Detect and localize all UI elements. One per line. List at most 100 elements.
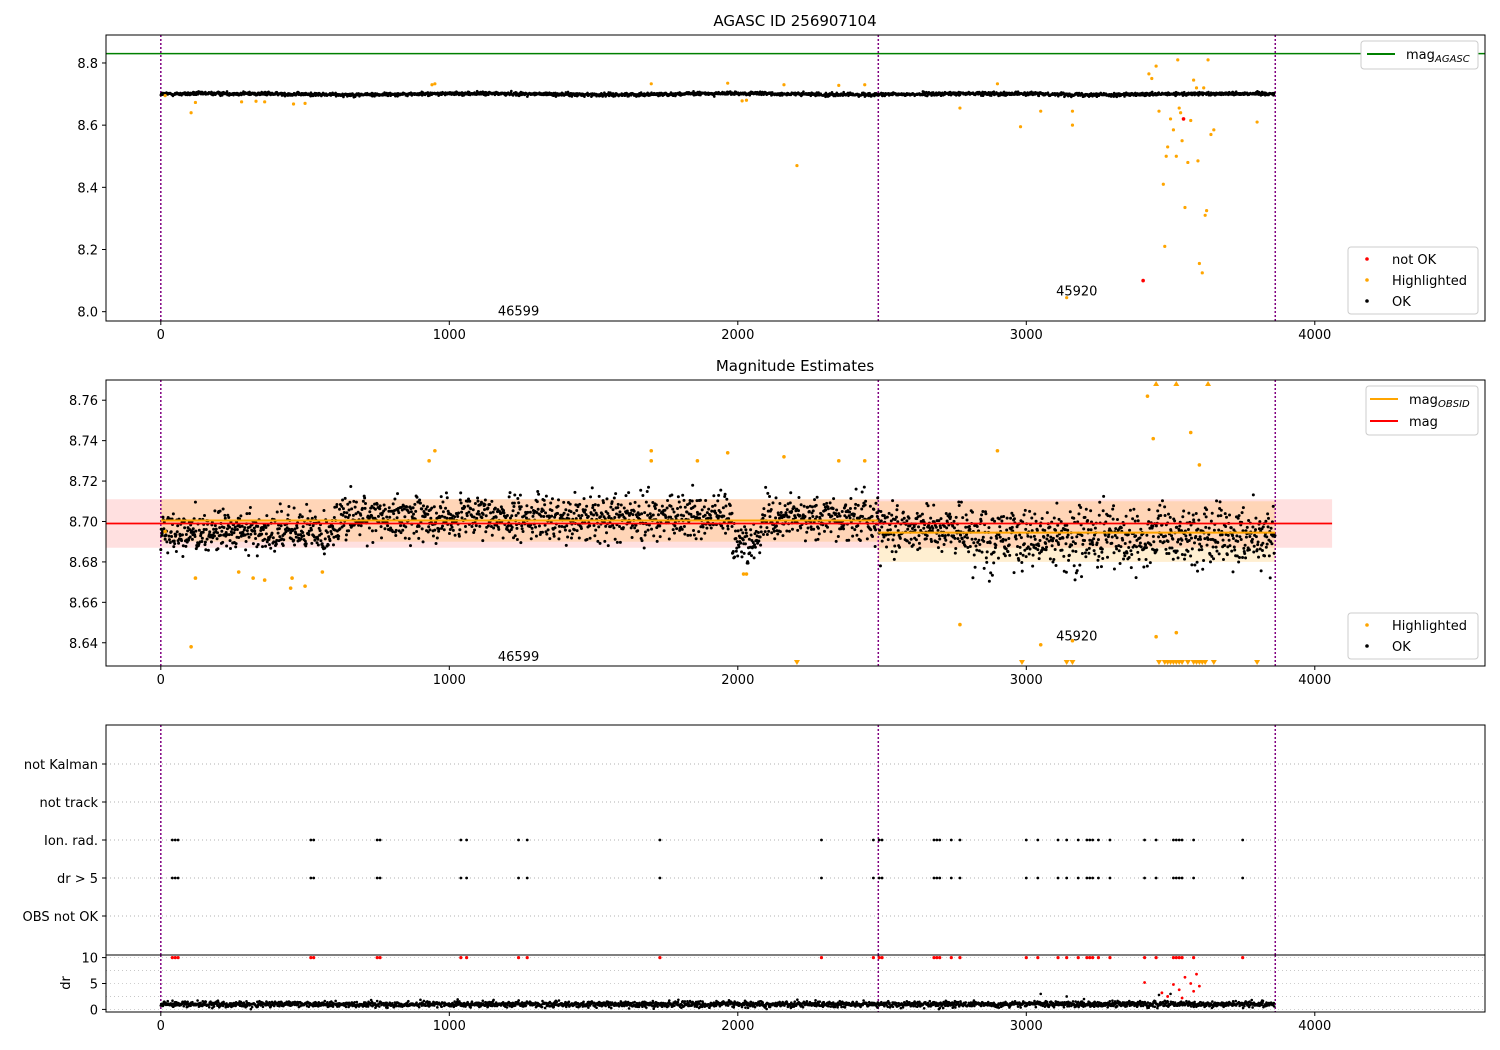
ok-point — [1034, 546, 1038, 550]
ok-point — [289, 531, 293, 535]
highlighted-point — [163, 94, 167, 98]
ok-point — [549, 501, 553, 505]
ok-point — [642, 546, 646, 550]
ok-point — [563, 528, 567, 532]
ok-point — [1135, 514, 1139, 518]
ok-point — [667, 537, 671, 541]
ok-point — [728, 504, 732, 508]
legend-box — [1360, 40, 1479, 70]
ok-point — [1122, 551, 1126, 555]
magnitude-panel-title: AGASC ID 256907104 — [713, 12, 876, 30]
ok-point — [643, 530, 647, 534]
ok-point — [730, 511, 734, 515]
highlighted-point — [863, 83, 867, 87]
ok-point — [457, 511, 461, 515]
ok-point — [1111, 507, 1115, 511]
ok-point — [363, 496, 367, 500]
ok-point — [835, 508, 839, 512]
ok-point — [834, 512, 838, 516]
ok-point — [170, 535, 174, 539]
ok-point — [771, 501, 775, 505]
ok-point — [511, 509, 515, 513]
ok-point — [917, 525, 921, 529]
ok-point — [206, 548, 210, 552]
ok-point — [1071, 540, 1075, 544]
ok-point — [261, 528, 265, 532]
ok-point — [975, 548, 979, 552]
ok-point — [739, 541, 743, 545]
ok-point — [1030, 516, 1034, 520]
ok-point — [743, 542, 747, 546]
ok-point — [277, 527, 281, 531]
ok-point — [1114, 527, 1118, 531]
ok-point — [203, 540, 207, 544]
ok-point — [537, 492, 541, 496]
highlighted-point — [1203, 213, 1207, 217]
ok-point — [905, 539, 909, 543]
ok-point — [1060, 548, 1064, 552]
ok-point — [172, 545, 176, 549]
ok-point — [531, 514, 535, 518]
highlighted-point — [1150, 76, 1154, 81]
ok-point — [309, 528, 313, 532]
ok-point — [967, 524, 971, 528]
ok-point — [993, 546, 997, 550]
ok-point — [942, 542, 946, 546]
ok-point — [888, 528, 892, 532]
ok-point — [556, 511, 560, 515]
ok-point — [617, 515, 621, 519]
ok-point — [449, 513, 453, 517]
ok-point — [889, 519, 893, 523]
ok-point — [992, 90, 996, 94]
ok-point — [477, 512, 481, 516]
ok-point — [501, 536, 505, 540]
ok-point — [744, 531, 748, 535]
ok-point — [822, 529, 826, 533]
ok-point — [529, 537, 533, 541]
ok-point — [237, 536, 241, 540]
ok-point — [434, 511, 438, 515]
ok-point — [633, 500, 637, 504]
ok-point — [592, 513, 596, 517]
ok-point — [1014, 537, 1018, 541]
ok-point — [1081, 542, 1085, 546]
ok-point — [168, 541, 172, 545]
ok-point — [703, 513, 707, 517]
ok-point — [981, 535, 985, 539]
ok-point — [758, 551, 762, 555]
ok-point — [1101, 557, 1105, 561]
ok-point — [1075, 569, 1079, 573]
highlighted-point — [1174, 154, 1178, 158]
ok-point — [941, 534, 945, 538]
ok-point — [645, 490, 649, 494]
ok-point — [949, 515, 953, 519]
ok-point — [611, 508, 615, 512]
highlighted-point — [1161, 182, 1165, 186]
ok-point — [924, 537, 928, 541]
ok-point — [831, 507, 835, 511]
ok-point — [672, 531, 676, 535]
ok-point — [1070, 543, 1074, 547]
ok-point — [302, 534, 306, 538]
ok-point — [497, 527, 501, 531]
ok-point — [202, 528, 206, 532]
ok-point — [1044, 545, 1048, 549]
ok-point — [706, 516, 710, 520]
ok-point — [392, 512, 396, 516]
ok-point — [1038, 539, 1042, 543]
ok-point — [972, 541, 976, 545]
ok-point — [598, 515, 602, 519]
ok-point — [507, 495, 511, 499]
ok-point — [615, 540, 619, 544]
ok-point — [671, 507, 675, 511]
highlighted-point — [1179, 111, 1183, 115]
ok-point — [936, 546, 940, 550]
ok-point — [826, 525, 830, 529]
ok-point — [736, 554, 740, 558]
ok-point — [348, 500, 352, 504]
ok-point — [978, 542, 982, 546]
ok-point — [1074, 571, 1078, 575]
ok-point — [1057, 543, 1061, 547]
ok-point — [1110, 535, 1114, 539]
ok-point — [221, 507, 225, 511]
